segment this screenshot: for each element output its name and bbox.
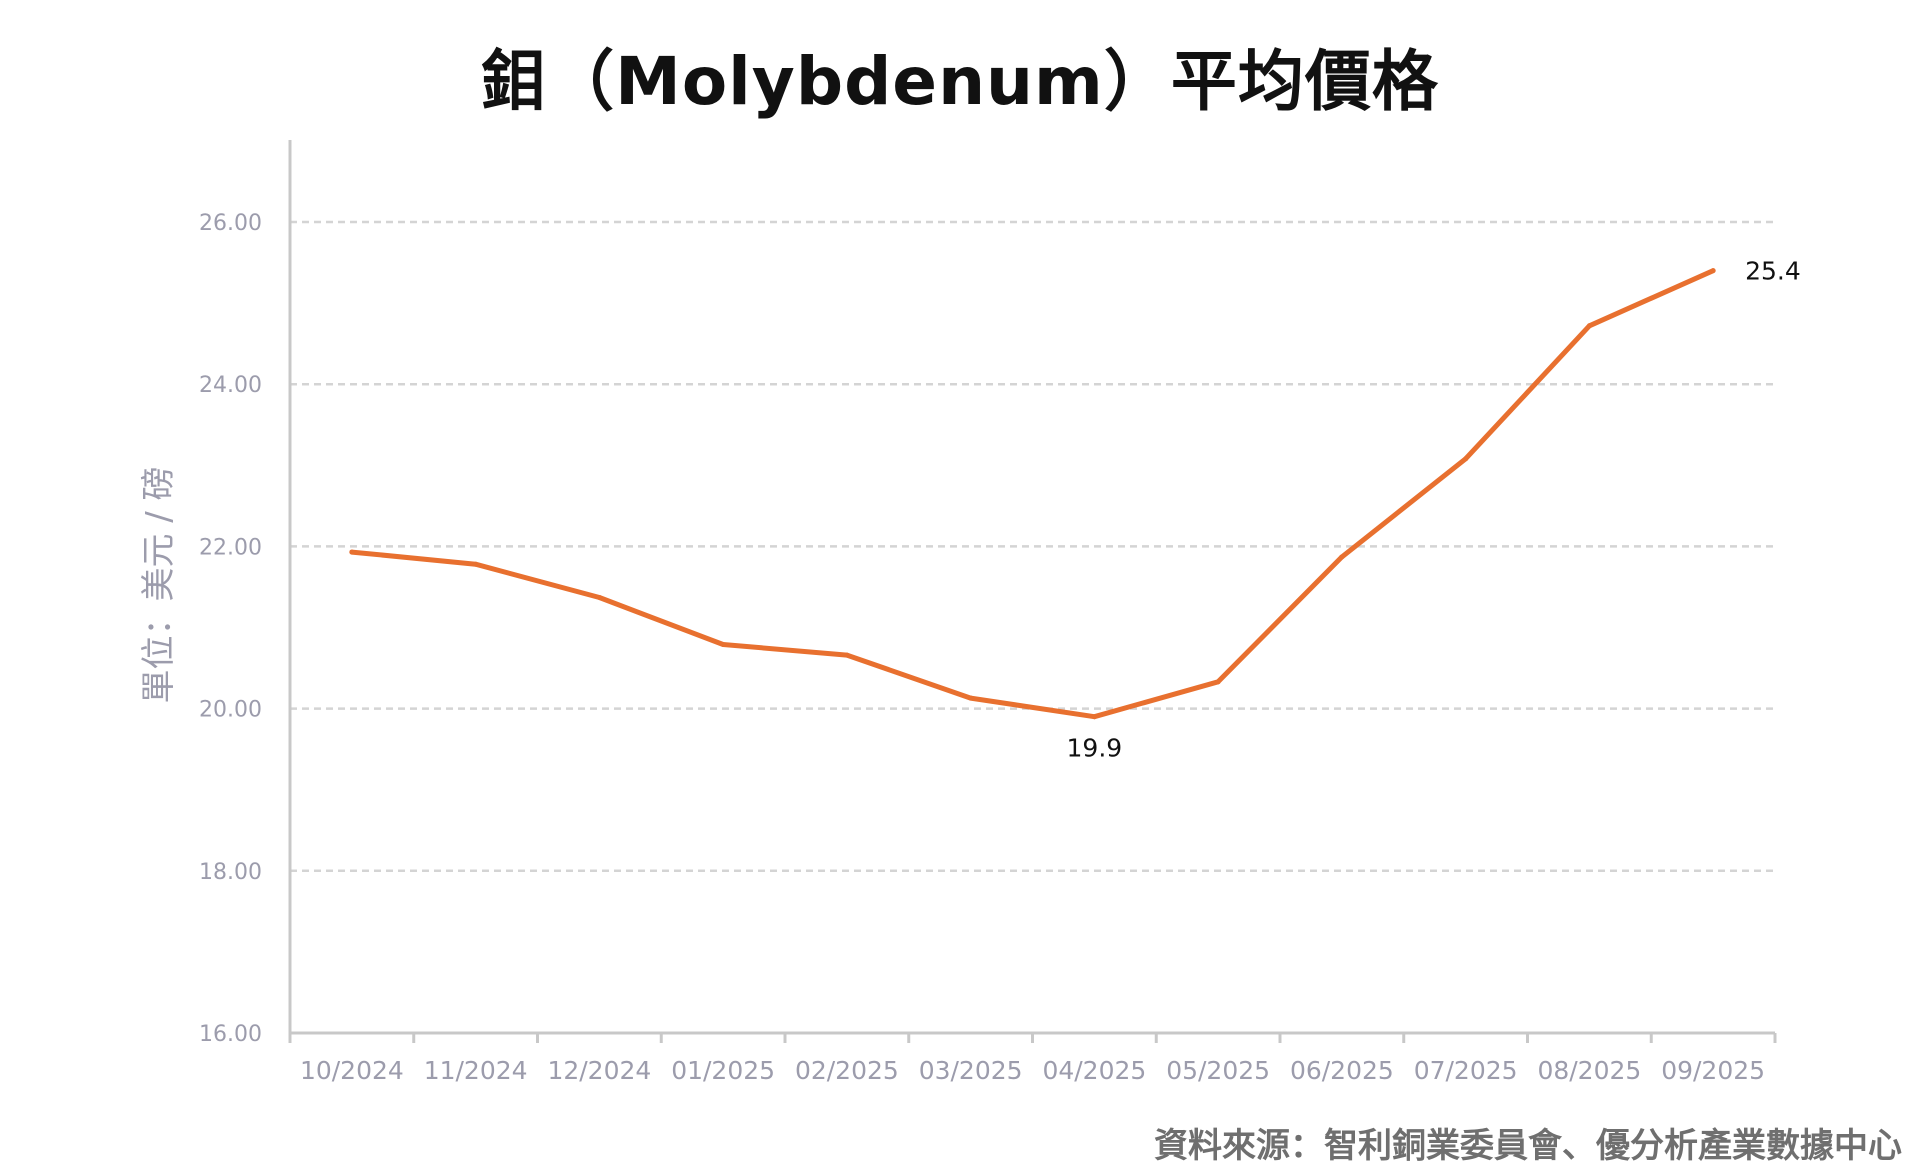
- x-tick-label: 07/2025: [1414, 1056, 1518, 1085]
- data-point: [720, 642, 726, 648]
- data-point: [1215, 679, 1221, 685]
- data-point: [596, 594, 602, 600]
- data-label: 19.9: [1067, 734, 1123, 763]
- x-tick-label: 11/2024: [424, 1056, 528, 1085]
- source-note: 資料來源：智利銅業委員會、優分析產業數據中心: [1154, 1126, 1902, 1166]
- data-point: [1463, 456, 1469, 462]
- x-tick-label: 03/2025: [919, 1056, 1023, 1085]
- y-axis-title: 單位：美元 / 磅: [139, 466, 179, 703]
- y-tick-label: 26.00: [199, 211, 262, 236]
- x-tick-label: 09/2025: [1661, 1056, 1765, 1085]
- axes: [288, 140, 1777, 1043]
- data-point: [473, 561, 479, 567]
- data-label: 25.4: [1745, 257, 1801, 286]
- x-tick-label: 02/2025: [795, 1056, 899, 1085]
- x-tick-label: 10/2024: [300, 1056, 404, 1085]
- y-tick-labels: 16.00 18.00 20.00 22.00 24.00 26.00: [199, 211, 262, 1047]
- series-group: [349, 268, 1716, 720]
- x-tick-label: 05/2025: [1166, 1056, 1270, 1085]
- data-point: [1091, 714, 1097, 720]
- data-point: [1339, 554, 1345, 560]
- chart-title: 鉬（Molybdenum）平均價格: [481, 43, 1439, 120]
- y-tick-label: 16.00: [199, 1022, 262, 1047]
- y-tick-label: 20.00: [199, 698, 262, 723]
- data-labels: 19.9 25.4: [1067, 257, 1801, 763]
- x-tick-labels: 10/2024 11/2024 12/2024 01/2025 02/2025 03/20…: [300, 1056, 1765, 1085]
- x-tick-label: 12/2024: [547, 1056, 651, 1085]
- x-tick-label: 04/2025: [1042, 1056, 1146, 1085]
- data-point: [844, 652, 850, 658]
- x-tick-label: 06/2025: [1290, 1056, 1394, 1085]
- grid-lines: [290, 220, 1775, 873]
- x-tick-label: 01/2025: [671, 1056, 775, 1085]
- y-tick-label: 18.00: [199, 860, 262, 885]
- series-line: [349, 268, 1716, 720]
- y-tick-label: 24.00: [199, 373, 262, 398]
- data-point: [349, 549, 355, 555]
- y-tick-label: 22.00: [199, 535, 262, 560]
- x-tick-label: 08/2025: [1537, 1056, 1641, 1085]
- data-point: [968, 695, 974, 701]
- data-point: [1586, 323, 1592, 329]
- data-point: [1710, 268, 1716, 274]
